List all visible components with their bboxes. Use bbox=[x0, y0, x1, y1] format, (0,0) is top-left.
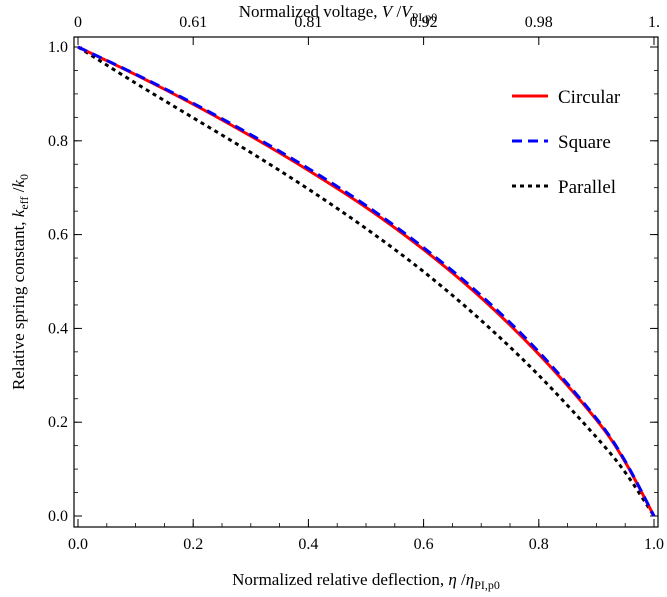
top-axis-title-sep: / bbox=[392, 2, 401, 21]
x-tick-label: 0.2 bbox=[183, 536, 203, 553]
top-axis-title-prefix: Normalized voltage, bbox=[239, 2, 382, 21]
x-axis-title-prefix: Normalized relative deflection, bbox=[232, 570, 448, 589]
y-tick-label: 0.6 bbox=[48, 227, 68, 244]
x-tick-label: 0.4 bbox=[298, 536, 318, 553]
top-axis-title-sub: PI,p0 bbox=[412, 10, 438, 24]
y-tick-label: 1.0 bbox=[48, 39, 68, 56]
x-tick-label: 0.8 bbox=[529, 536, 549, 553]
x-tick-label: 1.0 bbox=[644, 536, 664, 553]
top-tick-label: 0.92 bbox=[410, 14, 438, 31]
x-axis-title-var: η bbox=[448, 570, 456, 589]
legend-label-square: Square bbox=[558, 132, 611, 153]
top-tick-label: 0.98 bbox=[525, 14, 553, 31]
y-axis-title: Relative spring constant, keff /k0 bbox=[9, 174, 31, 390]
x-tick-label: 0.0 bbox=[68, 536, 88, 553]
top-axis-title-var: V bbox=[382, 2, 395, 21]
series-line-square bbox=[77, 45, 656, 517]
y-axis-title-var: k bbox=[9, 209, 28, 217]
x-axis-title-sub: PI,p0 bbox=[474, 578, 500, 592]
y-axis-title-sep: / bbox=[9, 187, 28, 196]
y-tick-label: 0.8 bbox=[48, 133, 68, 150]
series-line-circular bbox=[77, 45, 656, 517]
x-tick-label: 0.6 bbox=[414, 536, 434, 553]
top-tick-label: 0 bbox=[74, 14, 82, 31]
series-line-parallel bbox=[77, 45, 656, 517]
top-tick-label: 0.81 bbox=[294, 14, 322, 31]
top-axis-title-var2: V bbox=[401, 2, 414, 21]
x-axis-title: Normalized relative deflection, η /ηPI,p… bbox=[232, 570, 500, 592]
legend-label-circular: Circular bbox=[558, 87, 621, 108]
top-tick-label: 0.61 bbox=[179, 14, 207, 31]
legend: Circular Square Parallel bbox=[512, 87, 621, 198]
y-axis-title-sub: eff bbox=[17, 197, 31, 210]
y-axis-title-var2: k bbox=[9, 180, 28, 188]
y-axis-title-prefix: Relative spring constant, bbox=[9, 217, 28, 390]
ticks-layer: 0.0 0.2 0.4 0.6 0.8 1.0 0 0.61 0.81 0.92 0.98 1. 0.0… bbox=[48, 14, 664, 553]
x-axis-title-sep: / bbox=[457, 570, 466, 589]
plot-frame bbox=[73, 36, 659, 528]
y-tick-label: 0.2 bbox=[48, 414, 68, 431]
series-layer bbox=[77, 45, 656, 517]
y-tick-label: 0.0 bbox=[48, 508, 68, 525]
top-axis-title: Normalized voltage, V /VPI,p0 bbox=[239, 2, 437, 24]
top-tick-label: 1. bbox=[648, 14, 660, 31]
y-axis-title-sub2: 0 bbox=[17, 174, 31, 180]
x-axis-title-var2: η bbox=[466, 570, 474, 589]
legend-label-parallel: Parallel bbox=[558, 177, 616, 198]
y-tick-label: 0.4 bbox=[48, 320, 68, 337]
